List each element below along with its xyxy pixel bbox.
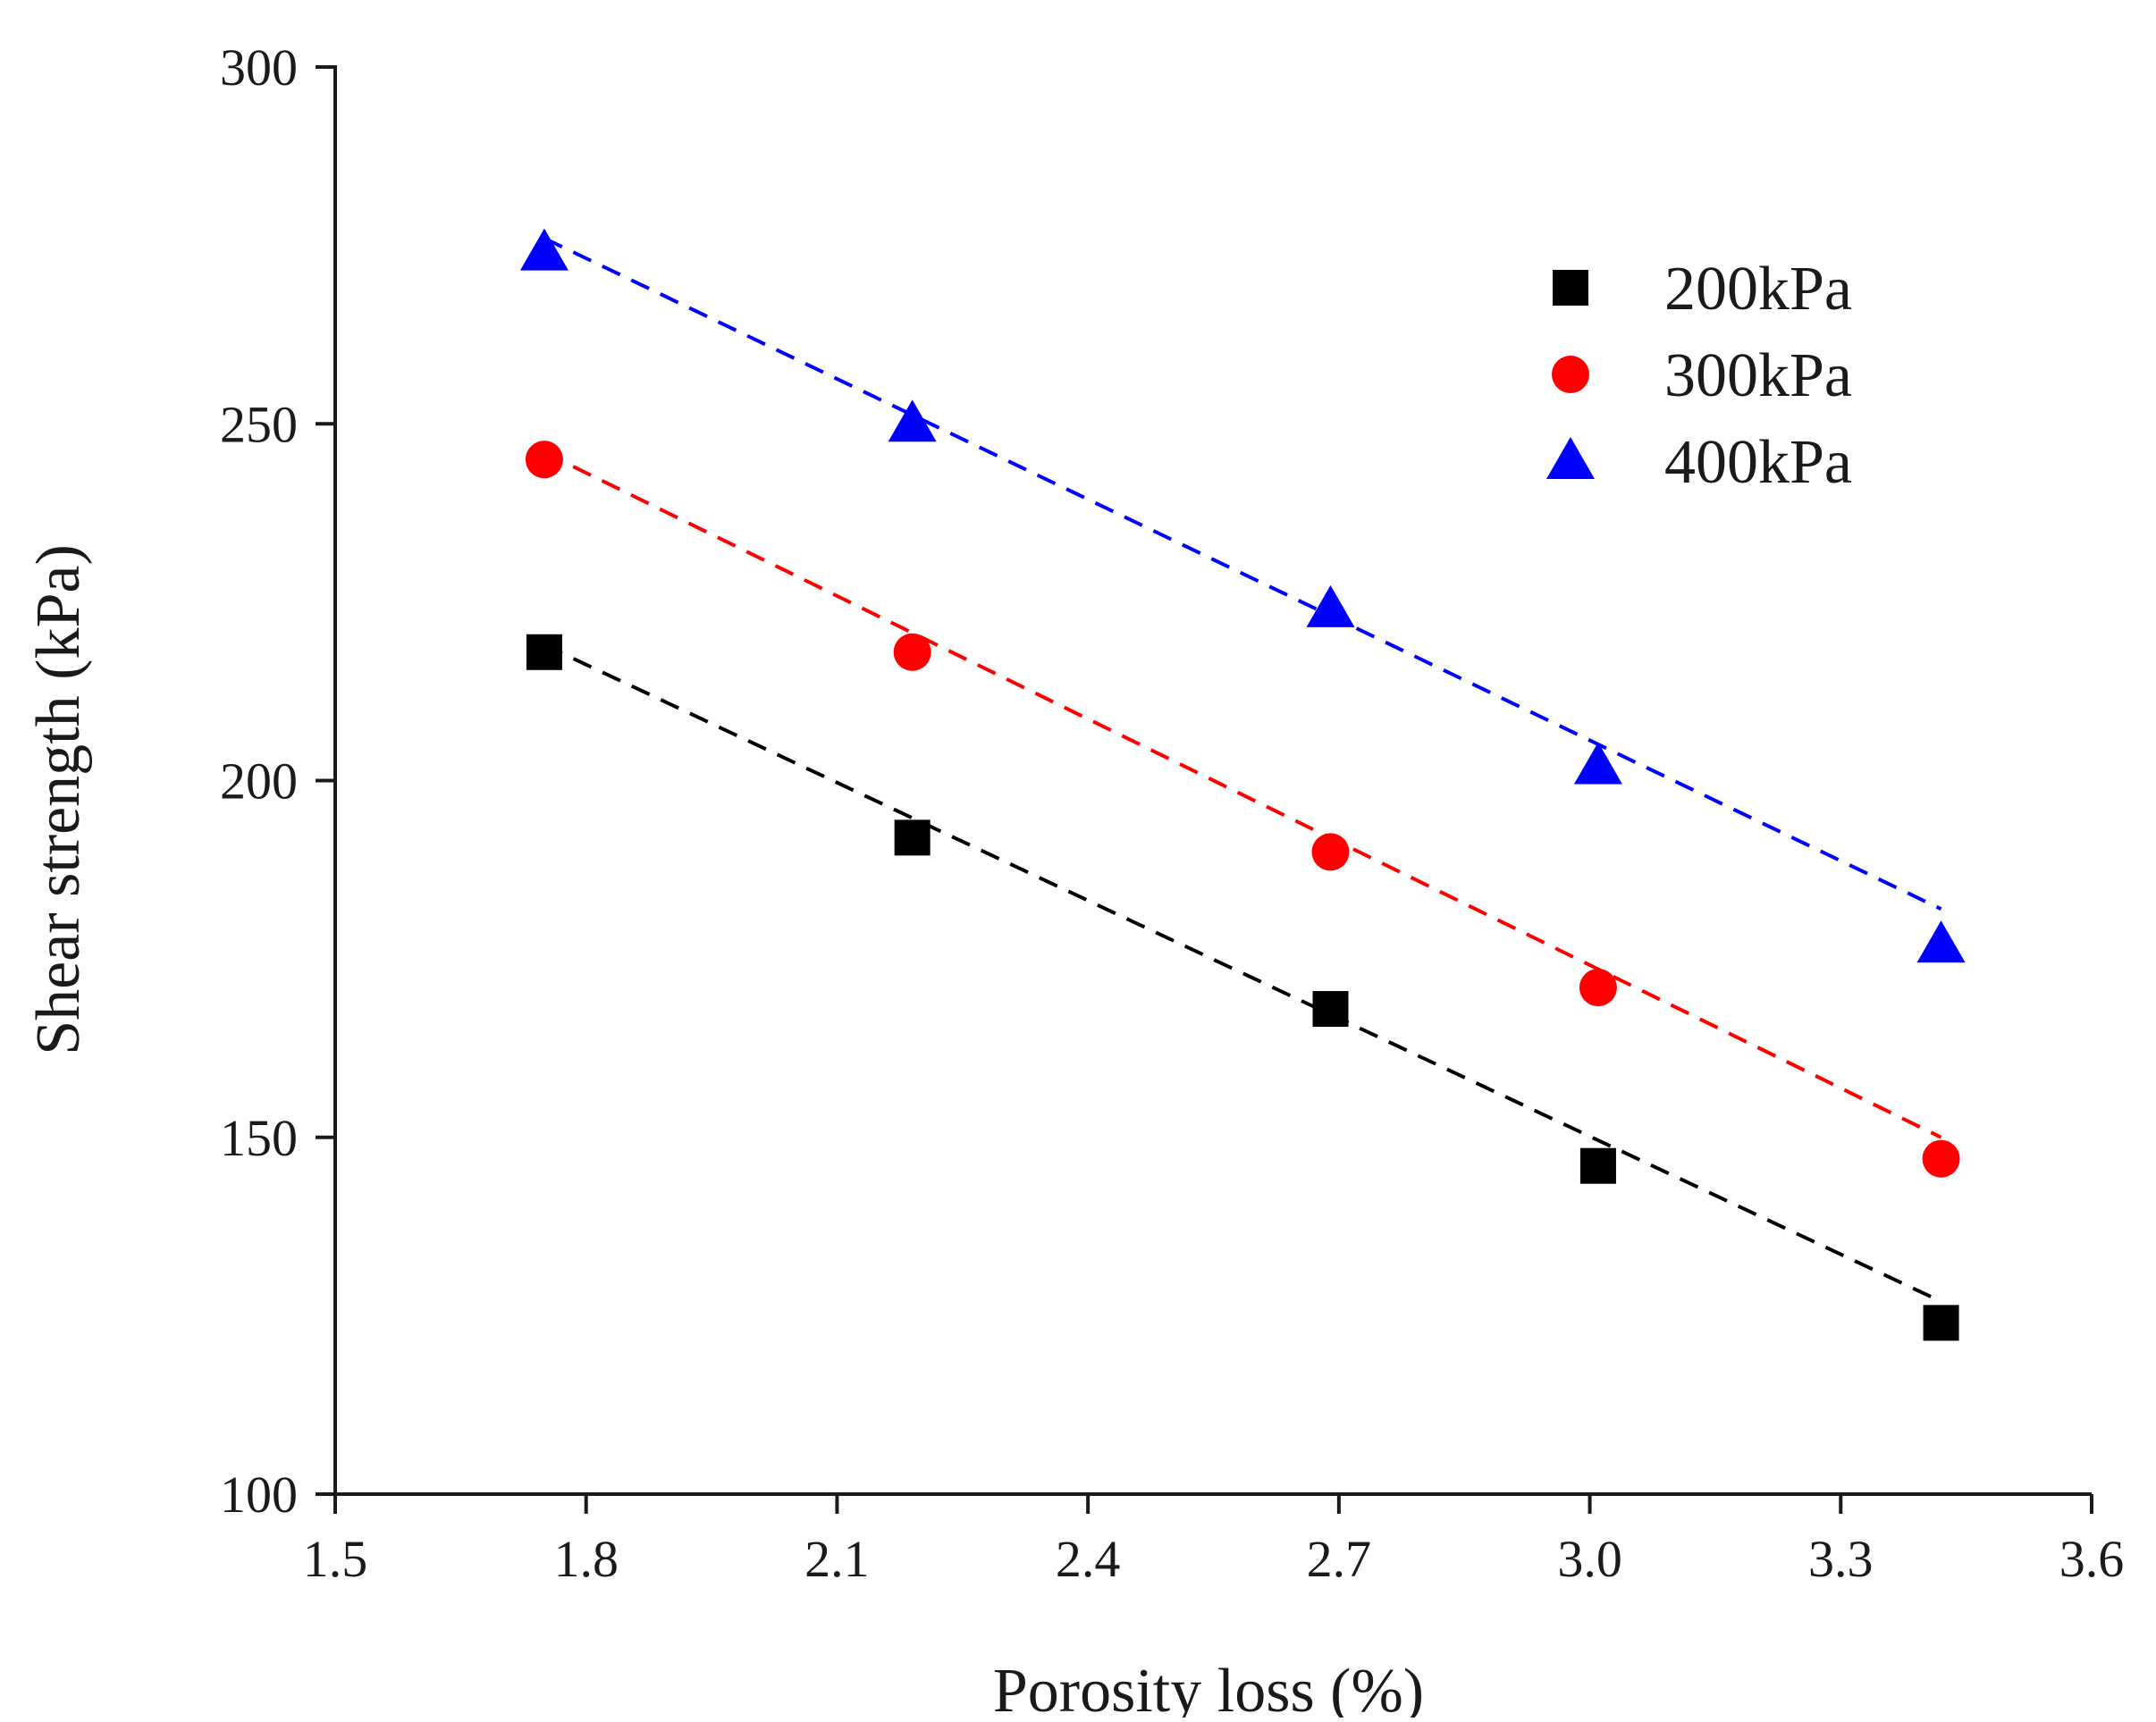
data-point-200kPa xyxy=(526,634,562,670)
y-tick-label: 250 xyxy=(220,395,298,453)
x-tick-label: 3.6 xyxy=(2059,1530,2125,1588)
data-point-200kPa xyxy=(1923,1305,1959,1341)
x-axis-title: Porosity loss (%) xyxy=(993,1657,1424,1718)
fit-line-400kPa xyxy=(543,236,1942,911)
data-point-300kPa xyxy=(1579,969,1617,1007)
data-point-400kPa xyxy=(888,399,937,442)
data-point-300kPa xyxy=(1922,1139,1960,1178)
axes: 1.5 1.8 2.1 2.4 2.7 3.0 3.3 3.6 100 150 200 250 300 xyxy=(220,38,2124,1588)
x-tick-label: 3.0 xyxy=(1557,1530,1622,1588)
legend-marker-400kPa xyxy=(1546,437,1595,479)
fit-line-300kPa xyxy=(543,450,1942,1139)
data-point-400kPa xyxy=(1573,742,1622,785)
data-point-400kPa xyxy=(1916,920,1966,963)
x-tick-label: 1.8 xyxy=(553,1530,619,1588)
legend-label: 300kPa xyxy=(1664,341,1852,410)
x-tick-label: 2.7 xyxy=(1307,1530,1372,1588)
legend: 200kPa 300kPa 400kPa xyxy=(1546,255,1852,497)
y-axis-title: Shear strength (kPa) xyxy=(24,544,93,1055)
fit-lines xyxy=(543,236,1942,1304)
data-point-400kPa xyxy=(519,228,568,271)
y-tick-label: 200 xyxy=(220,752,298,811)
y-tick-label: 150 xyxy=(220,1109,298,1167)
data-point-200kPa xyxy=(1312,991,1349,1028)
data-markers xyxy=(519,228,1966,1341)
data-point-300kPa xyxy=(893,633,931,671)
legend-marker-200kPa xyxy=(1553,270,1588,306)
x-tick-label: 2.4 xyxy=(1056,1530,1121,1588)
data-point-200kPa xyxy=(1579,1147,1616,1184)
data-point-200kPa xyxy=(894,819,931,856)
fit-line-200kPa xyxy=(543,643,1942,1304)
legend-marker-300kPa xyxy=(1552,356,1589,393)
legend-label: 200kPa xyxy=(1664,255,1852,323)
data-point-400kPa xyxy=(1306,584,1355,627)
legend-label: 400kPa xyxy=(1664,428,1852,497)
y-tick-label: 300 xyxy=(220,38,298,97)
x-tick-label: 3.3 xyxy=(1808,1530,1874,1588)
x-tick-label: 1.5 xyxy=(303,1530,368,1588)
y-tick-label: 100 xyxy=(220,1466,298,1524)
x-tick-label: 2.1 xyxy=(804,1530,870,1588)
data-point-300kPa xyxy=(525,441,563,479)
data-point-300kPa xyxy=(1311,833,1350,871)
